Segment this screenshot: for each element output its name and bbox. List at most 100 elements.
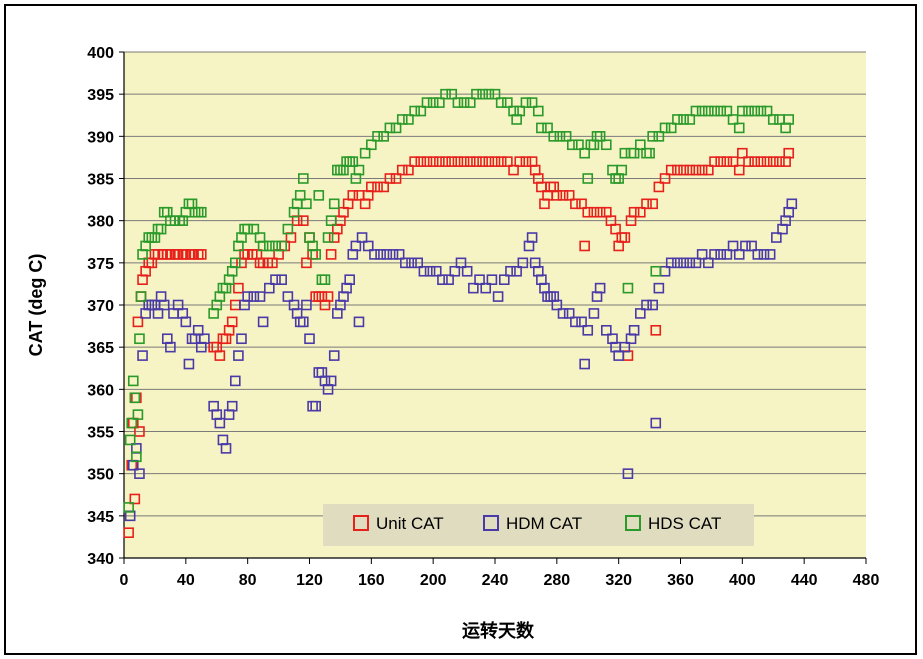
- x-tick-label: 120: [296, 572, 323, 589]
- data-point: [325, 249, 337, 260]
- data-point: [767, 156, 779, 167]
- data-point: [690, 105, 702, 117]
- data-point: [653, 181, 665, 193]
- data-point: [372, 181, 383, 193]
- data-point: [576, 316, 587, 328]
- data-point: [381, 249, 393, 260]
- data-point: [570, 198, 581, 210]
- data-point: [310, 400, 321, 412]
- data-point: [619, 341, 631, 353]
- data-point: [264, 282, 275, 294]
- data-point: [721, 156, 733, 167]
- x-axis: 0 40 80 120 160 200 240 280 320 360 400 440 480: [120, 557, 879, 589]
- data-point: [511, 265, 522, 277]
- data-point: [622, 282, 634, 294]
- y-tick-label: 390: [87, 129, 114, 146]
- data-point: [372, 131, 383, 142]
- data-point: [254, 291, 266, 302]
- data-point: [257, 240, 269, 252]
- data-point: [610, 223, 621, 235]
- data-point: [721, 249, 733, 260]
- data-point: [344, 274, 355, 286]
- data-point: [124, 434, 136, 446]
- data-point: [502, 97, 513, 108]
- data-point: [576, 198, 587, 210]
- data-point: [582, 206, 594, 218]
- data-point: [378, 131, 390, 142]
- data-point: [783, 147, 795, 159]
- data-point: [486, 274, 498, 286]
- data-point: [508, 164, 519, 176]
- data-point: [532, 105, 544, 117]
- data-point: [737, 147, 748, 159]
- gridlines: [124, 51, 866, 559]
- y-tick-label: 340: [87, 551, 114, 568]
- data-point: [758, 249, 770, 260]
- data-point: [690, 164, 702, 176]
- data-point: [403, 164, 414, 176]
- data-point: [366, 139, 377, 151]
- data-point: [403, 114, 414, 125]
- data-point: [622, 468, 634, 479]
- data-point: [328, 198, 340, 210]
- data-point: [387, 249, 399, 260]
- data-point: [452, 97, 464, 108]
- x-tick-label: 40: [177, 572, 195, 589]
- data-point: [570, 316, 581, 328]
- data-point: [322, 291, 334, 302]
- data-point: [600, 139, 612, 151]
- data-point: [257, 316, 269, 328]
- data-point: [740, 240, 751, 252]
- data-point: [619, 232, 631, 243]
- data-point: [594, 206, 606, 218]
- data-point: [582, 173, 594, 184]
- data-point: [440, 88, 451, 100]
- data-point: [600, 324, 612, 336]
- data-point: [390, 122, 402, 134]
- data-point: [737, 105, 748, 117]
- data-point: [641, 299, 652, 311]
- data-point: [495, 97, 507, 108]
- data-point: [298, 173, 309, 184]
- data-point: [464, 156, 476, 167]
- y-tick-label: 370: [87, 298, 114, 315]
- y-tick-label: 400: [87, 45, 114, 62]
- data-point: [319, 274, 331, 286]
- y-tick-label: 345: [87, 509, 114, 526]
- data-point: [653, 282, 665, 294]
- data-point: [301, 198, 312, 210]
- data-point: [644, 147, 655, 159]
- data-point: [480, 282, 492, 294]
- legend-box: [323, 504, 754, 546]
- data-point: [483, 88, 495, 100]
- data-point: [248, 291, 260, 302]
- data-point: [647, 198, 658, 210]
- data-point: [362, 240, 374, 252]
- data-point: [127, 375, 139, 387]
- data-point: [579, 147, 590, 159]
- data-point: [294, 190, 306, 201]
- data-point: [446, 156, 458, 167]
- x-tick-label: 280: [543, 572, 570, 589]
- data-point: [458, 156, 470, 167]
- data-point: [672, 257, 683, 269]
- data-point: [214, 417, 226, 429]
- data-point: [440, 156, 451, 167]
- legend-marker-hdm-cat: [483, 515, 499, 531]
- data-point: [347, 156, 359, 167]
- data-point: [665, 122, 677, 134]
- data-point: [628, 147, 640, 159]
- data-point: [709, 249, 720, 260]
- data-point: [434, 97, 445, 108]
- data-point: [390, 173, 402, 184]
- data-point: [195, 249, 207, 260]
- data-point: [396, 114, 408, 125]
- legend-marker-unit-cat: [353, 515, 369, 531]
- data-point: [635, 308, 646, 319]
- data-point: [427, 97, 439, 108]
- data-point: [132, 409, 144, 420]
- data-point: [650, 324, 662, 336]
- y-tick-label: 355: [87, 425, 114, 442]
- data-point: [483, 156, 495, 167]
